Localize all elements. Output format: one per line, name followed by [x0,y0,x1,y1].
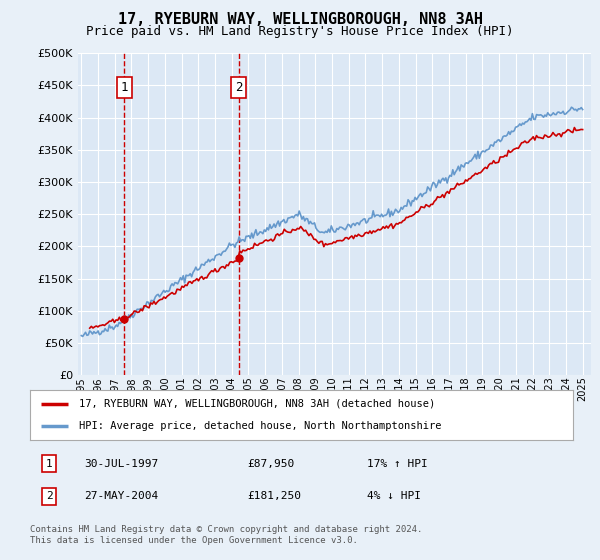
Text: 4% ↓ HPI: 4% ↓ HPI [367,492,421,502]
Text: £87,950: £87,950 [247,459,295,469]
Text: 27-MAY-2004: 27-MAY-2004 [85,492,158,502]
Text: 2: 2 [235,81,242,94]
Text: 17, RYEBURN WAY, WELLINGBOROUGH, NN8 3AH (detached house): 17, RYEBURN WAY, WELLINGBOROUGH, NN8 3AH… [79,399,435,409]
Text: 17, RYEBURN WAY, WELLINGBOROUGH, NN8 3AH: 17, RYEBURN WAY, WELLINGBOROUGH, NN8 3AH [118,12,482,27]
Text: 1: 1 [121,81,128,94]
Text: Contains HM Land Registry data © Crown copyright and database right 2024.
This d: Contains HM Land Registry data © Crown c… [30,525,422,545]
Text: 17% ↑ HPI: 17% ↑ HPI [367,459,427,469]
Text: Price paid vs. HM Land Registry's House Price Index (HPI): Price paid vs. HM Land Registry's House … [86,25,514,38]
Text: 1: 1 [46,459,52,469]
Text: 30-JUL-1997: 30-JUL-1997 [85,459,158,469]
Text: 2: 2 [46,492,52,502]
Text: £181,250: £181,250 [247,492,301,502]
Text: HPI: Average price, detached house, North Northamptonshire: HPI: Average price, detached house, Nort… [79,421,442,431]
